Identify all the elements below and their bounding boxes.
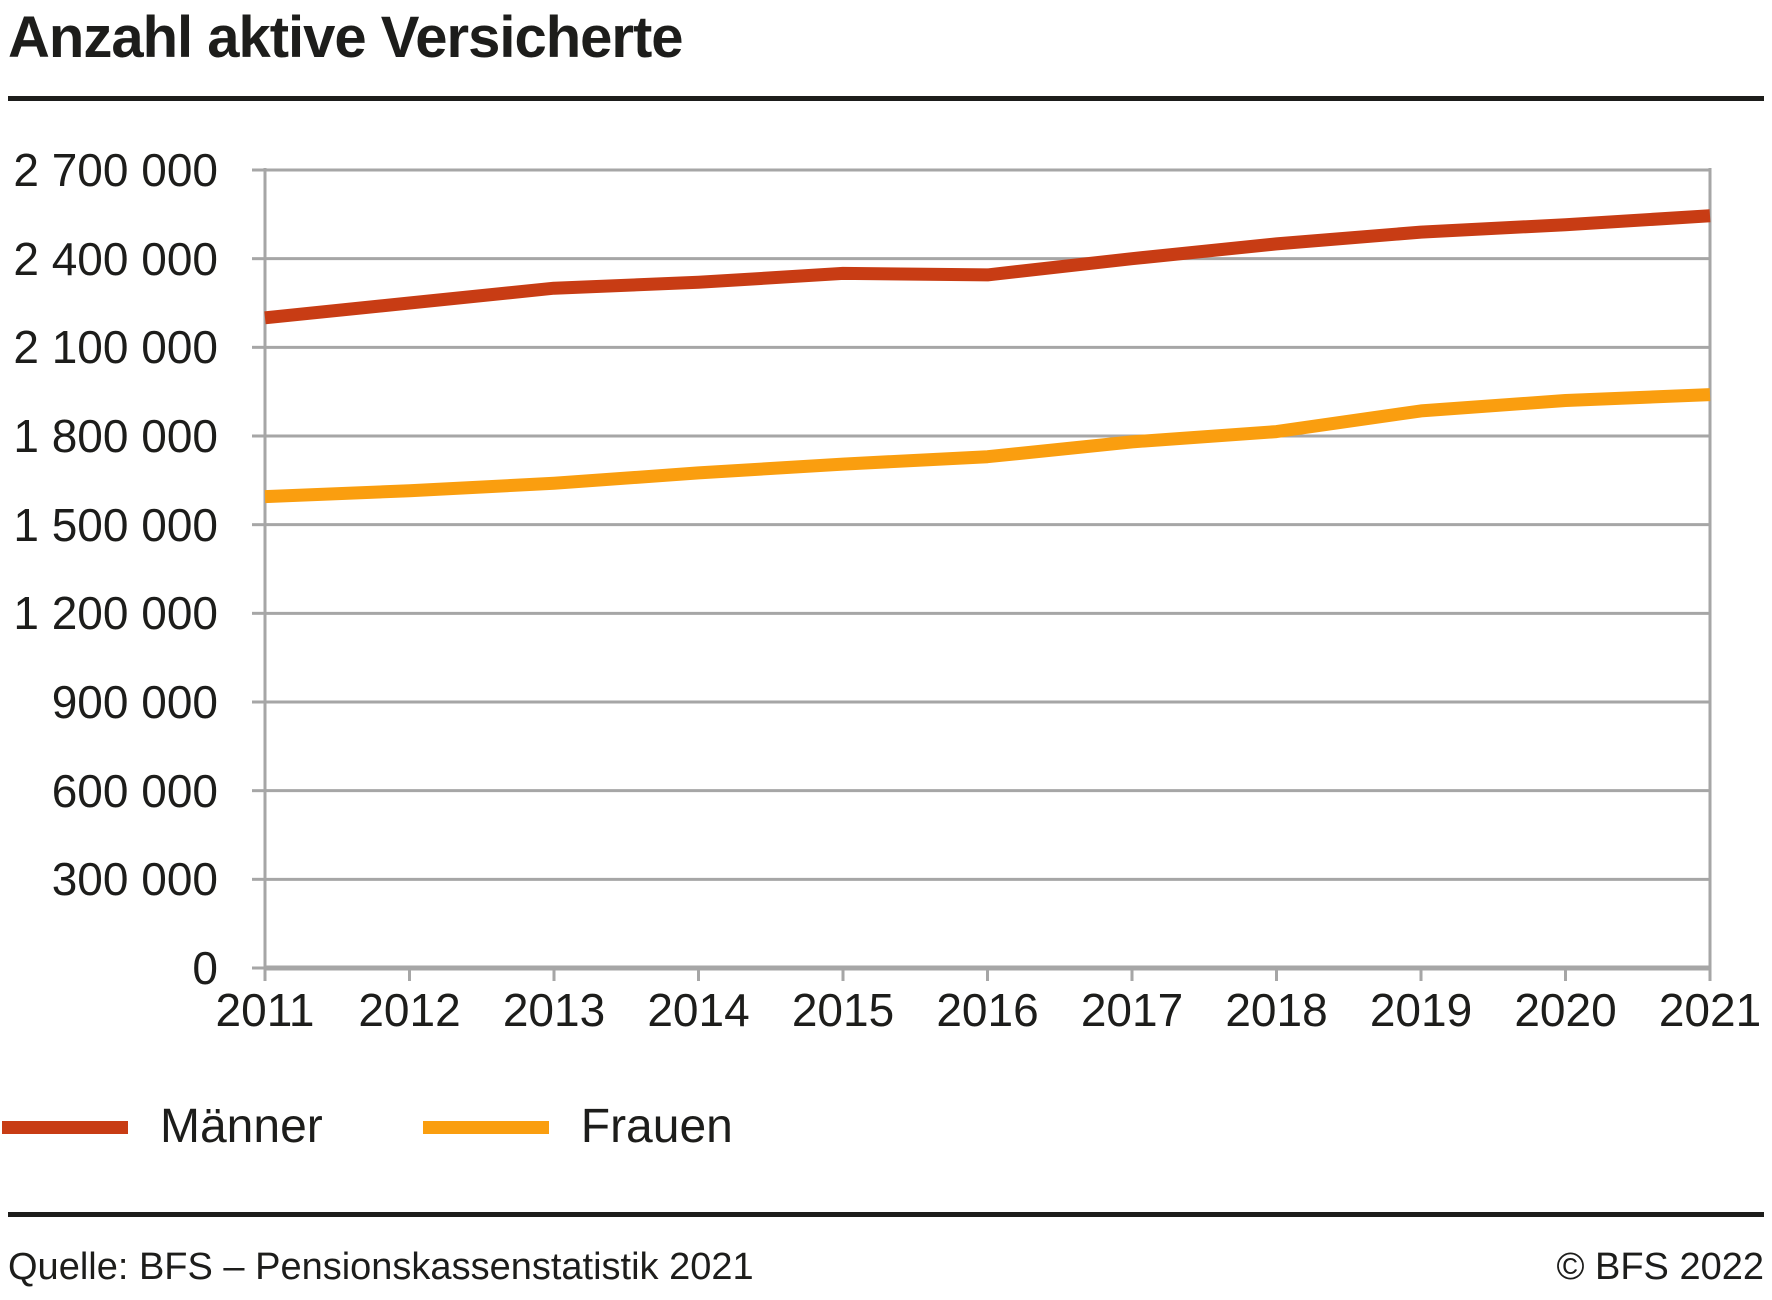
source-text: Quelle: BFS – Pensionskassenstatistik 20… xyxy=(8,1246,754,1288)
y-axis-label: 2 100 000 xyxy=(13,321,218,374)
legend-item-frauen: Frauen xyxy=(422,1100,733,1153)
legend-label: Männer xyxy=(160,1100,323,1153)
y-axis-label: 900 000 xyxy=(51,676,218,728)
y-axis-label: 1 500 000 xyxy=(13,498,218,551)
y-axis-label: 2 400 000 xyxy=(13,232,218,285)
x-axis-label: 2021 xyxy=(1658,984,1762,1036)
legend-item-maenner: Männer xyxy=(2,1103,323,1151)
footer-divider xyxy=(8,1212,1764,1217)
x-axis-label: 2014 xyxy=(647,984,750,1036)
y-axis-label: 1 200 000 xyxy=(13,587,218,640)
series-line-frauen xyxy=(264,388,1711,504)
legend-swatch xyxy=(2,1120,128,1134)
x-axis-label: 2019 xyxy=(1369,984,1473,1036)
x-axis-label: 2018 xyxy=(1225,984,1328,1036)
y-axis-label: 300 000 xyxy=(51,853,218,906)
chart-legend: Männer Frauen xyxy=(2,1103,733,1151)
y-axis-label: 1 800 000 xyxy=(13,410,218,462)
legend-label: Frauen xyxy=(580,1100,733,1153)
legend-swatch xyxy=(422,1120,549,1134)
x-axis-label: 2017 xyxy=(1080,984,1184,1036)
copyright-text: © BFS 2022 xyxy=(1556,1246,1764,1288)
y-axis-label: 600 000 xyxy=(51,764,218,817)
x-axis-label: 2020 xyxy=(1514,984,1617,1036)
x-axis-label: 2011 xyxy=(215,984,315,1036)
chart-title: Anzahl aktive Versicherte xyxy=(8,5,684,70)
title-divider xyxy=(8,96,1764,101)
x-axis-label: 2013 xyxy=(502,984,606,1036)
x-axis-label: 2016 xyxy=(936,984,1039,1036)
y-axis-label: 2 700 000 xyxy=(13,144,218,196)
x-axis-label: 2015 xyxy=(791,984,895,1036)
y-axis-label: 0 xyxy=(192,942,218,994)
series-line-maenner xyxy=(264,209,1711,325)
x-axis-label: 2012 xyxy=(358,984,461,1036)
